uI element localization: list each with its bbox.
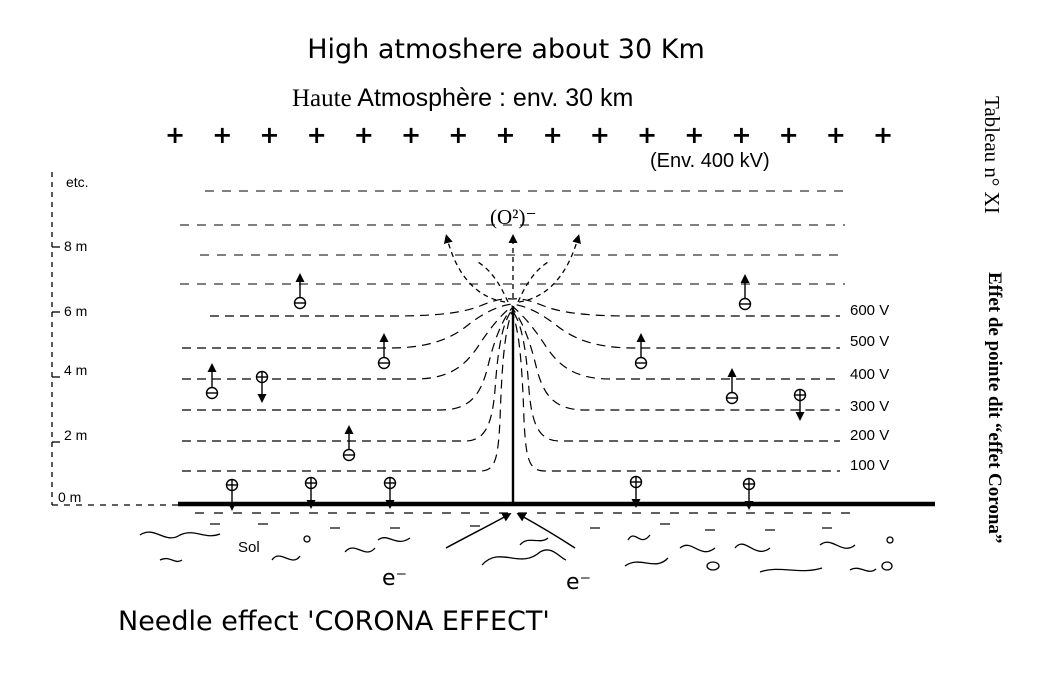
positive-ion	[793, 388, 807, 421]
height-axis	[51, 172, 180, 506]
ground-charge-ticks	[210, 523, 832, 531]
upper-field-lines	[180, 190, 845, 285]
plus-sign: +	[543, 121, 563, 149]
height-label-6m: 6 m	[64, 303, 88, 319]
positive-ion	[304, 476, 318, 509]
ions	[205, 273, 807, 511]
plus-sign: +	[495, 121, 515, 149]
o2-ion-label: (O²)⁻	[490, 205, 537, 229]
height-label-etc: etc.	[66, 174, 89, 190]
height-label-2m: 2 m	[64, 427, 88, 443]
ion-flow-arrows	[443, 234, 581, 303]
negative-ion	[342, 425, 356, 462]
plus-sign: +	[731, 121, 751, 149]
positive-ion	[742, 477, 756, 510]
negative-ion	[293, 273, 307, 310]
french-title-rest: Atmosphère : env. 30 km	[357, 84, 634, 112]
plus-sign: +	[165, 121, 185, 149]
voltage-label-600: 600 V	[850, 302, 890, 319]
soil-texture	[139, 531, 894, 573]
plus-sign: +	[448, 121, 468, 149]
soil-label: Sol	[238, 539, 260, 556]
side-table-label: Tableau n° XI	[980, 96, 1004, 214]
plus-sign: +	[259, 121, 279, 149]
plus-sign: +	[212, 121, 232, 149]
negative-ion	[377, 333, 391, 370]
plus-sign: +	[873, 121, 893, 149]
electron-label-left: e⁻	[382, 566, 408, 591]
plus-sign: +	[401, 121, 421, 149]
english-title: High atmoshere about 30 Km	[307, 34, 705, 65]
equipotential-lines	[182, 298, 840, 472]
env-voltage-label: (Env. 400 kV)	[650, 150, 770, 172]
height-label-0m: 0 m	[58, 489, 82, 505]
positive-ion	[225, 478, 239, 511]
plus-sign: +	[307, 121, 327, 149]
french-title: Haute Atmosphère : env. 30 km	[292, 84, 633, 113]
positive-ion	[629, 475, 643, 508]
positive-charge-row: + + + + + + + + + + + + + + + +	[165, 121, 893, 149]
plus-sign: +	[779, 121, 799, 149]
voltage-label-200: 200 V	[850, 427, 890, 444]
negative-ion	[738, 274, 752, 311]
negative-ion	[725, 368, 739, 405]
side-effect-label: Effet de pointe dit “effet Corona”	[984, 272, 1005, 544]
french-title-prefix: Haute	[292, 85, 352, 112]
voltage-label-300: 300 V	[850, 398, 890, 415]
voltage-label-100: 100 V	[850, 457, 890, 474]
plus-sign: +	[637, 121, 657, 149]
electron-label-right: e⁻	[566, 570, 592, 595]
plus-sign: +	[354, 121, 374, 149]
voltage-label-500: 500 V	[850, 333, 890, 350]
plus-sign: +	[684, 121, 704, 149]
positive-ion	[383, 476, 397, 509]
plus-sign: +	[590, 121, 610, 149]
plus-sign: +	[826, 121, 846, 149]
positive-ion	[255, 370, 269, 403]
voltage-label-400: 400 V	[850, 366, 890, 383]
height-label-8m: 8 m	[64, 238, 88, 254]
electron-flow-arrows	[445, 513, 576, 549]
negative-ion	[634, 333, 648, 370]
caption: Needle effect 'CORONA EFFECT'	[118, 606, 550, 637]
negative-ion	[205, 363, 219, 400]
height-label-4m: 4 m	[64, 362, 88, 378]
